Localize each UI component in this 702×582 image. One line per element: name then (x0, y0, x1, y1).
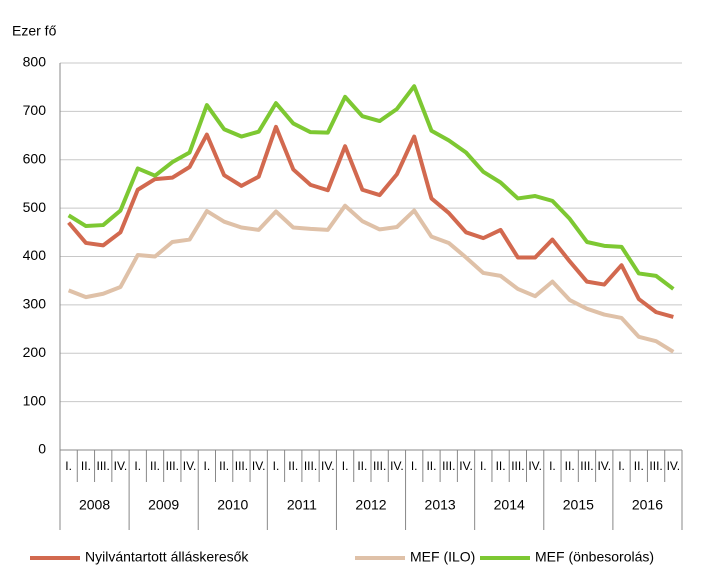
x-tick-label: IV. (114, 459, 128, 473)
y-tick-label: 500 (23, 199, 47, 215)
x-tick-label: II. (565, 459, 575, 473)
year-label: 2010 (217, 497, 248, 513)
x-tick-label: II. (219, 459, 229, 473)
y-tick-label: 100 (23, 392, 47, 408)
y-tick-label: 400 (23, 247, 47, 263)
y-tick-label: 700 (23, 102, 47, 118)
series-line (67, 124, 674, 319)
x-tick-label: I. (273, 459, 280, 473)
series-line (67, 203, 675, 354)
legend-label: MEF (ILO) (410, 549, 475, 565)
year-label: 2012 (355, 497, 386, 513)
x-tick-label: II. (496, 459, 506, 473)
x-tick-label: II. (634, 459, 644, 473)
x-tick-label: I. (549, 459, 556, 473)
y-tick-label: 0 (38, 441, 46, 457)
year-label: 2014 (494, 497, 525, 513)
year-label: 2009 (148, 497, 179, 513)
legend-label: Nyilvántartott álláskeresők (85, 549, 249, 565)
x-tick-label: III. (235, 459, 248, 473)
x-tick-label: I. (204, 459, 211, 473)
x-tick-label: IV. (321, 459, 335, 473)
x-tick-label: IV. (252, 459, 266, 473)
x-tick-label: I. (342, 459, 349, 473)
x-tick-label: IV. (528, 459, 542, 473)
year-label: 2011 (287, 497, 317, 513)
x-tick-label: I. (480, 459, 487, 473)
y-tick-label: 800 (23, 54, 47, 70)
x-tick-label: I. (65, 459, 72, 473)
year-label: 2013 (425, 497, 456, 513)
y-tick-label: 600 (23, 150, 47, 166)
x-tick-label: IV. (459, 459, 473, 473)
x-tick-label: II. (426, 459, 436, 473)
year-label: 2008 (79, 497, 110, 513)
x-tick-label: III. (580, 459, 593, 473)
x-tick-label: IV. (667, 459, 681, 473)
y-tick-label: 200 (23, 344, 47, 360)
x-tick-label: I. (618, 459, 625, 473)
legend-label: MEF (önbesorolás) (535, 549, 654, 565)
year-label: 2016 (632, 497, 663, 513)
x-tick-label: II. (357, 459, 367, 473)
x-tick-label: III. (649, 459, 662, 473)
x-tick-label: IV. (390, 459, 404, 473)
y-tick-label: 300 (23, 296, 47, 312)
x-tick-label: III. (97, 459, 110, 473)
x-tick-label: III. (511, 459, 524, 473)
y-axis-label: Ezer fő (12, 23, 57, 39)
series-line (67, 84, 675, 291)
year-label: 2015 (563, 497, 594, 513)
x-tick-label: IV. (597, 459, 611, 473)
x-tick-label: III. (442, 459, 455, 473)
x-tick-label: III. (304, 459, 317, 473)
x-tick-label: III. (166, 459, 179, 473)
x-tick-label: II. (150, 459, 160, 473)
x-tick-label: I. (411, 459, 418, 473)
x-tick-label: III. (373, 459, 386, 473)
x-tick-label: II. (81, 459, 91, 473)
x-tick-label: II. (288, 459, 298, 473)
x-tick-label: I. (134, 459, 141, 473)
x-tick-label: IV. (183, 459, 197, 473)
